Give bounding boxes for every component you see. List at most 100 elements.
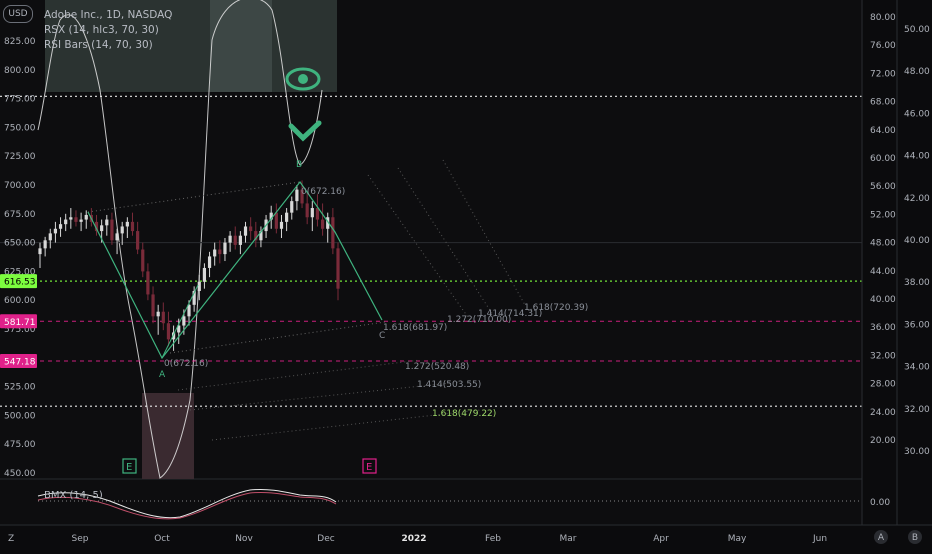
price-badge-label: 616.53: [4, 278, 36, 288]
price-tick: 700.00: [4, 181, 36, 191]
candle-body: [331, 217, 335, 249]
candle-body: [213, 249, 217, 257]
candle-body: [161, 311, 165, 324]
candle-body: [110, 219, 114, 241]
time-axis-bg: [0, 525, 932, 550]
earnings-marker-pink-label: E: [366, 462, 372, 473]
candle-body: [218, 249, 222, 255]
harmonic-point-c: C: [379, 331, 385, 341]
indicator-rsx[interactable]: RSX (14, hlc3, 70, 30): [44, 24, 159, 36]
harmonic-value-b: 0(672.16): [301, 187, 345, 197]
time-tick: May: [728, 534, 747, 544]
price-badge-label: 581.71: [4, 318, 36, 328]
candle-body: [290, 201, 294, 213]
price-tick: 575.00: [4, 325, 36, 335]
corner-right-b-label: B: [912, 533, 918, 543]
candle-body: [274, 212, 278, 229]
fib-label: 1.272(520.48): [405, 362, 469, 372]
candle-body: [64, 219, 68, 225]
currency-badge[interactable]: USD: [3, 5, 33, 23]
candle-body: [295, 189, 299, 202]
sub-axis-tick: 0.00: [870, 498, 890, 508]
candle-body: [177, 325, 181, 333]
price-badge: [0, 314, 37, 329]
earnings-marker-green-label: E: [126, 462, 132, 473]
price-tick: 675.00: [4, 210, 36, 220]
earnings-marker-green: [122, 458, 137, 474]
candle-body: [94, 221, 99, 232]
harmonic-point-a: A: [159, 370, 166, 380]
candle-body: [233, 235, 237, 245]
candle-body: [223, 242, 227, 255]
candle-body: [84, 214, 88, 220]
rsx-axis-tick: 24.00: [870, 408, 896, 418]
rsx-axis-tick: 72.00: [870, 69, 896, 79]
rsi-axis-tick: 40.00: [904, 236, 930, 246]
candle-body: [171, 332, 176, 340]
rsi-axis-tick: 34.00: [904, 363, 930, 373]
rsx-axis-tick: 32.00: [870, 351, 896, 361]
candle-body: [254, 231, 258, 241]
candle-body: [136, 231, 140, 250]
eye-pupil-icon: [298, 74, 308, 84]
candle-body: [202, 267, 207, 282]
rsi-axis-tick: 48.00: [904, 67, 930, 77]
rsx-axis-tick: 36.00: [870, 323, 896, 333]
rsi-axis-tick: 36.00: [904, 320, 930, 330]
earnings-marker-pink: [362, 458, 377, 474]
candle-body: [141, 249, 145, 272]
fib-label: 1.272(710.00): [447, 315, 511, 325]
candle-body: [279, 221, 284, 229]
check-icon: [288, 120, 322, 142]
rsx-axis-tick: 28.00: [870, 380, 896, 390]
fib-label: 1.618(720.39): [524, 303, 588, 313]
eye-icon: [285, 67, 321, 91]
rsx-axis-tick: 68.00: [870, 98, 896, 108]
candle-body: [305, 203, 309, 218]
indicator-rsi-bars[interactable]: RSI Bars (14, 70, 30): [44, 39, 153, 51]
rsi-axis-tick: 44.00: [904, 152, 930, 162]
candle-body: [38, 248, 42, 255]
harmonic-point-b: B: [296, 160, 302, 170]
candle-body: [79, 219, 83, 222]
time-tick: Jun: [812, 534, 827, 544]
candle-body: [310, 208, 314, 218]
fib-line: [367, 174, 471, 321]
bmx-signal-line: [37, 492, 337, 520]
price-tick: 650.00: [4, 239, 36, 249]
fib-label: 1.618(479.22): [432, 409, 496, 419]
candle-body: [120, 226, 124, 234]
rsi-axis-tick: 38.00: [904, 278, 930, 288]
candle-body: [69, 217, 73, 220]
fib-line: [397, 167, 496, 319]
candle-body: [53, 228, 58, 234]
fib-label: 1.618(681.97): [383, 323, 447, 333]
time-tick: Feb: [485, 534, 501, 544]
candle-body: [243, 226, 248, 236]
candle-body: [192, 290, 196, 305]
fib-line: [169, 321, 386, 354]
corner-left-label: Z: [8, 534, 14, 544]
rsi-axis-tick: 50.00: [904, 25, 930, 35]
candle-body: [156, 311, 160, 317]
price-tick: 500.00: [4, 411, 36, 421]
rsx-band-top-light: [210, 0, 272, 92]
rsi-axis-tick: 42.00: [904, 194, 930, 204]
corner-right-b-bg: [908, 530, 922, 544]
symbol-title[interactable]: Adobe Inc., 1D, NASDAQ: [44, 9, 173, 21]
rsx-axis-tick: 44.00: [870, 267, 896, 277]
rsx-axis-tick: 56.00: [870, 182, 896, 192]
candle-body: [228, 235, 232, 243]
candle-body: [166, 323, 171, 340]
candle-body: [151, 294, 155, 317]
rsx-curve: [37, 0, 323, 479]
corner-right-a-label: A: [878, 533, 885, 543]
time-tick: Nov: [235, 534, 253, 544]
price-badge-label: 547.18: [4, 358, 36, 368]
fib-label: 1.414(503.55): [417, 380, 481, 390]
rsx-axis-tick: 80.00: [870, 13, 896, 23]
candle-body: [115, 233, 119, 241]
rsx-axis-tick: 20.00: [870, 436, 896, 446]
